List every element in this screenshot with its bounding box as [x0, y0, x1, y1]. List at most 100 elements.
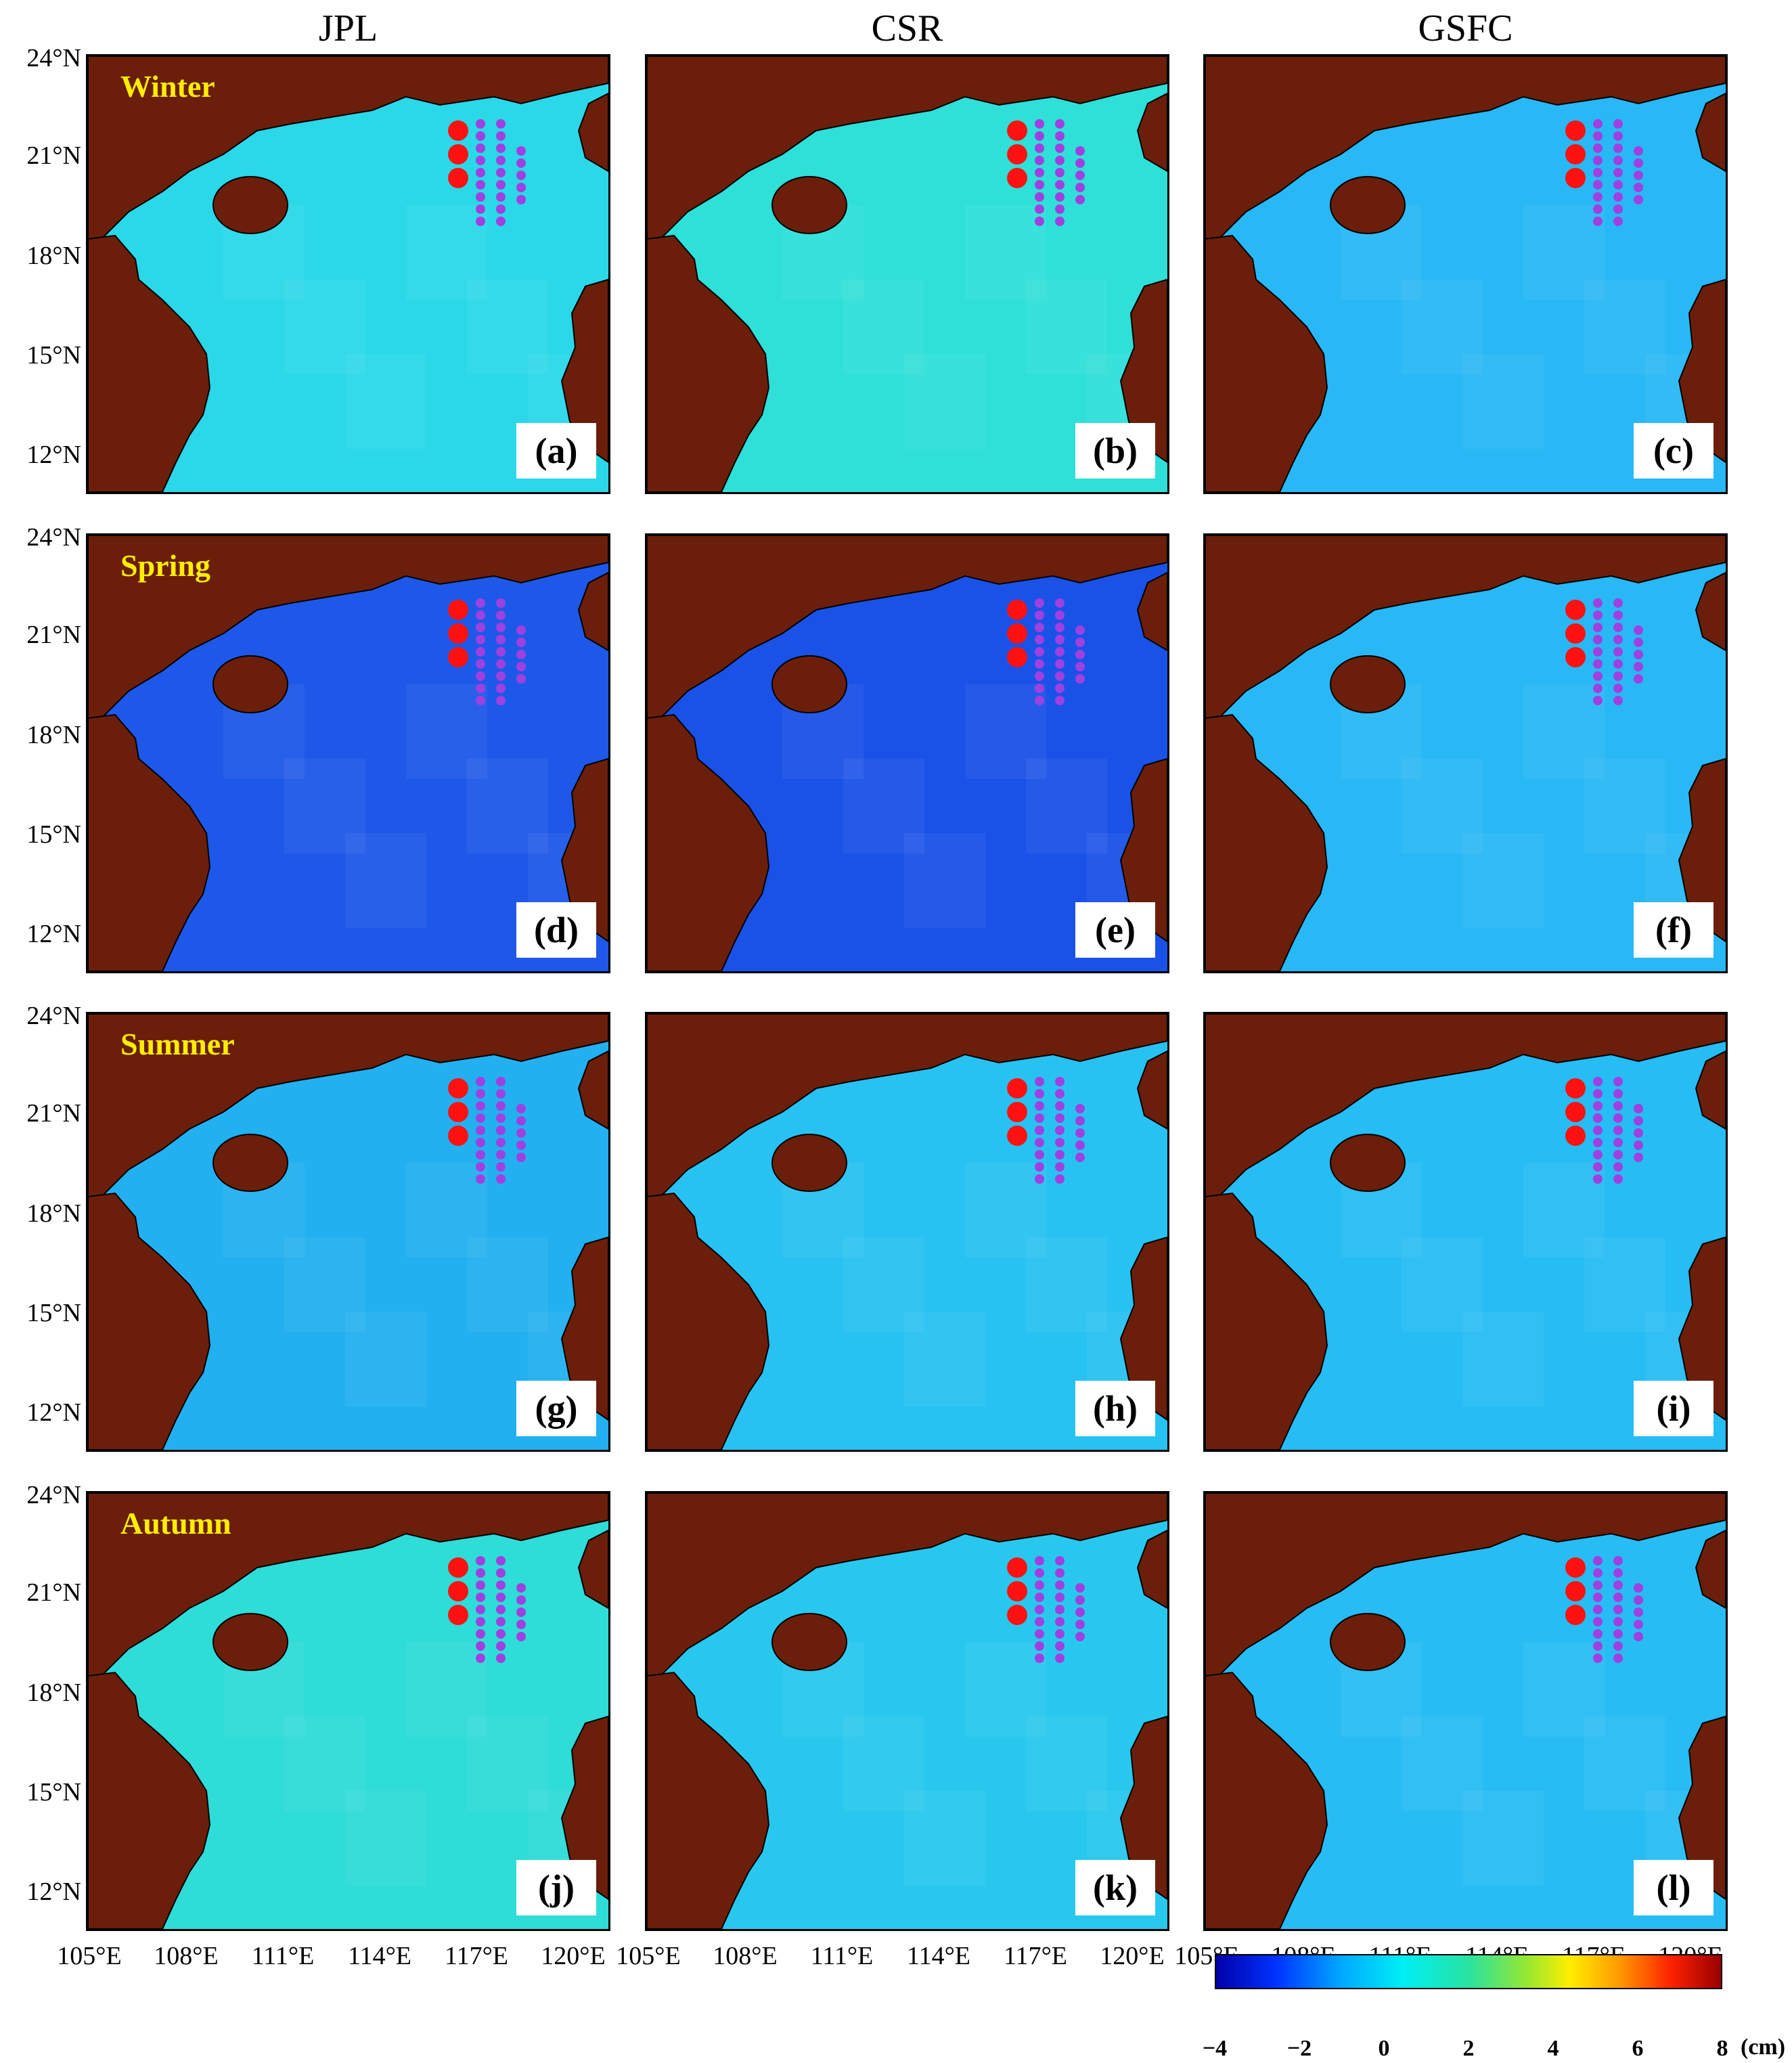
station-marker-small [1593, 1162, 1603, 1172]
station-marker-small [496, 192, 506, 202]
station-marker-small [1035, 1089, 1044, 1099]
panel-label: (j) [516, 1860, 596, 1915]
station-marker-large [1565, 1605, 1586, 1625]
station-marker-small [476, 1126, 485, 1135]
station-marker-small [1055, 204, 1065, 214]
station-marker-small [1035, 1556, 1044, 1566]
china-landmass [88, 56, 608, 244]
station-marker-small [476, 1654, 485, 1663]
station-marker-small [1593, 623, 1603, 632]
philippines-landmass [1678, 1236, 1726, 1421]
philippines-landmass [560, 1715, 608, 1901]
station-marker-small [1035, 647, 1044, 657]
station-marker-small [1035, 1654, 1044, 1663]
station-marker-small [1055, 1617, 1065, 1626]
sea-level-map [647, 1493, 1167, 1929]
station-marker-small [476, 1101, 485, 1111]
station-marker-small [476, 696, 485, 705]
station-marker-small [476, 1162, 485, 1172]
latitude-tick-label: 18°N [26, 1199, 81, 1228]
taiwan-island [1136, 571, 1167, 652]
station-marker-large [1565, 1581, 1586, 1601]
station-marker-small [496, 1641, 506, 1651]
hainan-island [212, 1613, 288, 1671]
station-marker-small [1613, 204, 1623, 214]
station-marker-small [1634, 158, 1643, 168]
station-marker-small [1055, 611, 1065, 620]
taiwan-island [577, 571, 608, 652]
station-marker-small [1075, 1632, 1085, 1641]
station-marker-small [1075, 183, 1085, 192]
sea-level-map [647, 535, 1167, 971]
season-label: Winter [120, 69, 215, 104]
station-marker-small [496, 180, 506, 190]
station-marker-small [496, 696, 506, 705]
station-marker-large [1007, 144, 1027, 164]
panel-label: (f) [1634, 902, 1713, 958]
station-marker-small [496, 1113, 506, 1123]
station-marker-small [1613, 1101, 1623, 1111]
station-marker-small [1035, 1641, 1044, 1651]
station-marker-small [1055, 1556, 1065, 1566]
station-marker-large [448, 623, 468, 644]
latitude-tick-label: 21°N [26, 621, 81, 649]
station-marker-small [1593, 119, 1603, 129]
station-marker-small [1593, 1126, 1603, 1135]
station-marker-small [1035, 217, 1044, 226]
vietnam-landmass [647, 1192, 770, 1450]
station-marker-small [516, 662, 526, 671]
station-marker-small [1593, 180, 1603, 190]
station-marker-small [1613, 1568, 1623, 1578]
longitude-tick-label: 120°E [1100, 1942, 1165, 1970]
station-marker-small [496, 1629, 506, 1639]
longitude-tick-label: 108°E [154, 1942, 219, 1970]
station-marker-small [476, 1629, 485, 1639]
station-marker-large [1565, 1126, 1586, 1146]
station-marker-small [496, 598, 506, 608]
station-marker-small [496, 611, 506, 620]
taiwan-island [1136, 1529, 1167, 1610]
station-marker-large [448, 647, 468, 667]
station-marker-small [1035, 684, 1044, 693]
station-marker-small [496, 217, 506, 226]
station-marker-small [1075, 662, 1085, 671]
station-marker-small [1593, 1556, 1603, 1566]
panel-label: (b) [1075, 423, 1155, 479]
station-marker-small [1075, 638, 1085, 647]
station-marker-small [1593, 1641, 1603, 1651]
station-marker-small [1055, 623, 1065, 632]
station-marker-small [1613, 143, 1623, 153]
hainan-island [771, 176, 847, 234]
station-marker-small [1035, 131, 1044, 141]
station-marker-small [476, 131, 485, 141]
station-marker-large [1007, 1126, 1027, 1146]
latitude-tick-label: 24°N [26, 44, 81, 72]
station-marker-small [1613, 131, 1623, 141]
station-marker-small [1035, 1150, 1044, 1159]
philippines-landmass [1119, 1715, 1167, 1901]
station-marker-small [1613, 684, 1623, 693]
station-marker-small [1055, 1162, 1065, 1172]
station-marker-small [476, 1568, 485, 1578]
station-marker-small [1035, 143, 1044, 153]
map-panel: (f) [1203, 533, 1728, 973]
panel-label: (g) [516, 1381, 596, 1436]
station-marker-small [476, 156, 485, 165]
station-marker-small [496, 1089, 506, 1099]
station-marker-small [1634, 1140, 1643, 1150]
station-marker-small [516, 1104, 526, 1113]
station-marker-small [1613, 1617, 1623, 1626]
longitude-tick-label: 117°E [1004, 1942, 1067, 1970]
station-marker-small [1634, 1607, 1643, 1617]
station-marker-small [1613, 696, 1623, 705]
station-marker-small [1035, 204, 1044, 214]
station-marker-small [476, 659, 485, 669]
station-marker-small [1613, 156, 1623, 165]
latitude-tick-label: 24°N [26, 1481, 81, 1509]
latitude-tick-label: 12°N [26, 920, 81, 948]
station-marker-small [1593, 1593, 1603, 1602]
station-marker-small [1593, 217, 1603, 226]
colorbar-tick-label: 2 [1462, 2036, 1475, 2061]
station-marker-small [1613, 1089, 1623, 1099]
station-marker-small [496, 647, 506, 657]
